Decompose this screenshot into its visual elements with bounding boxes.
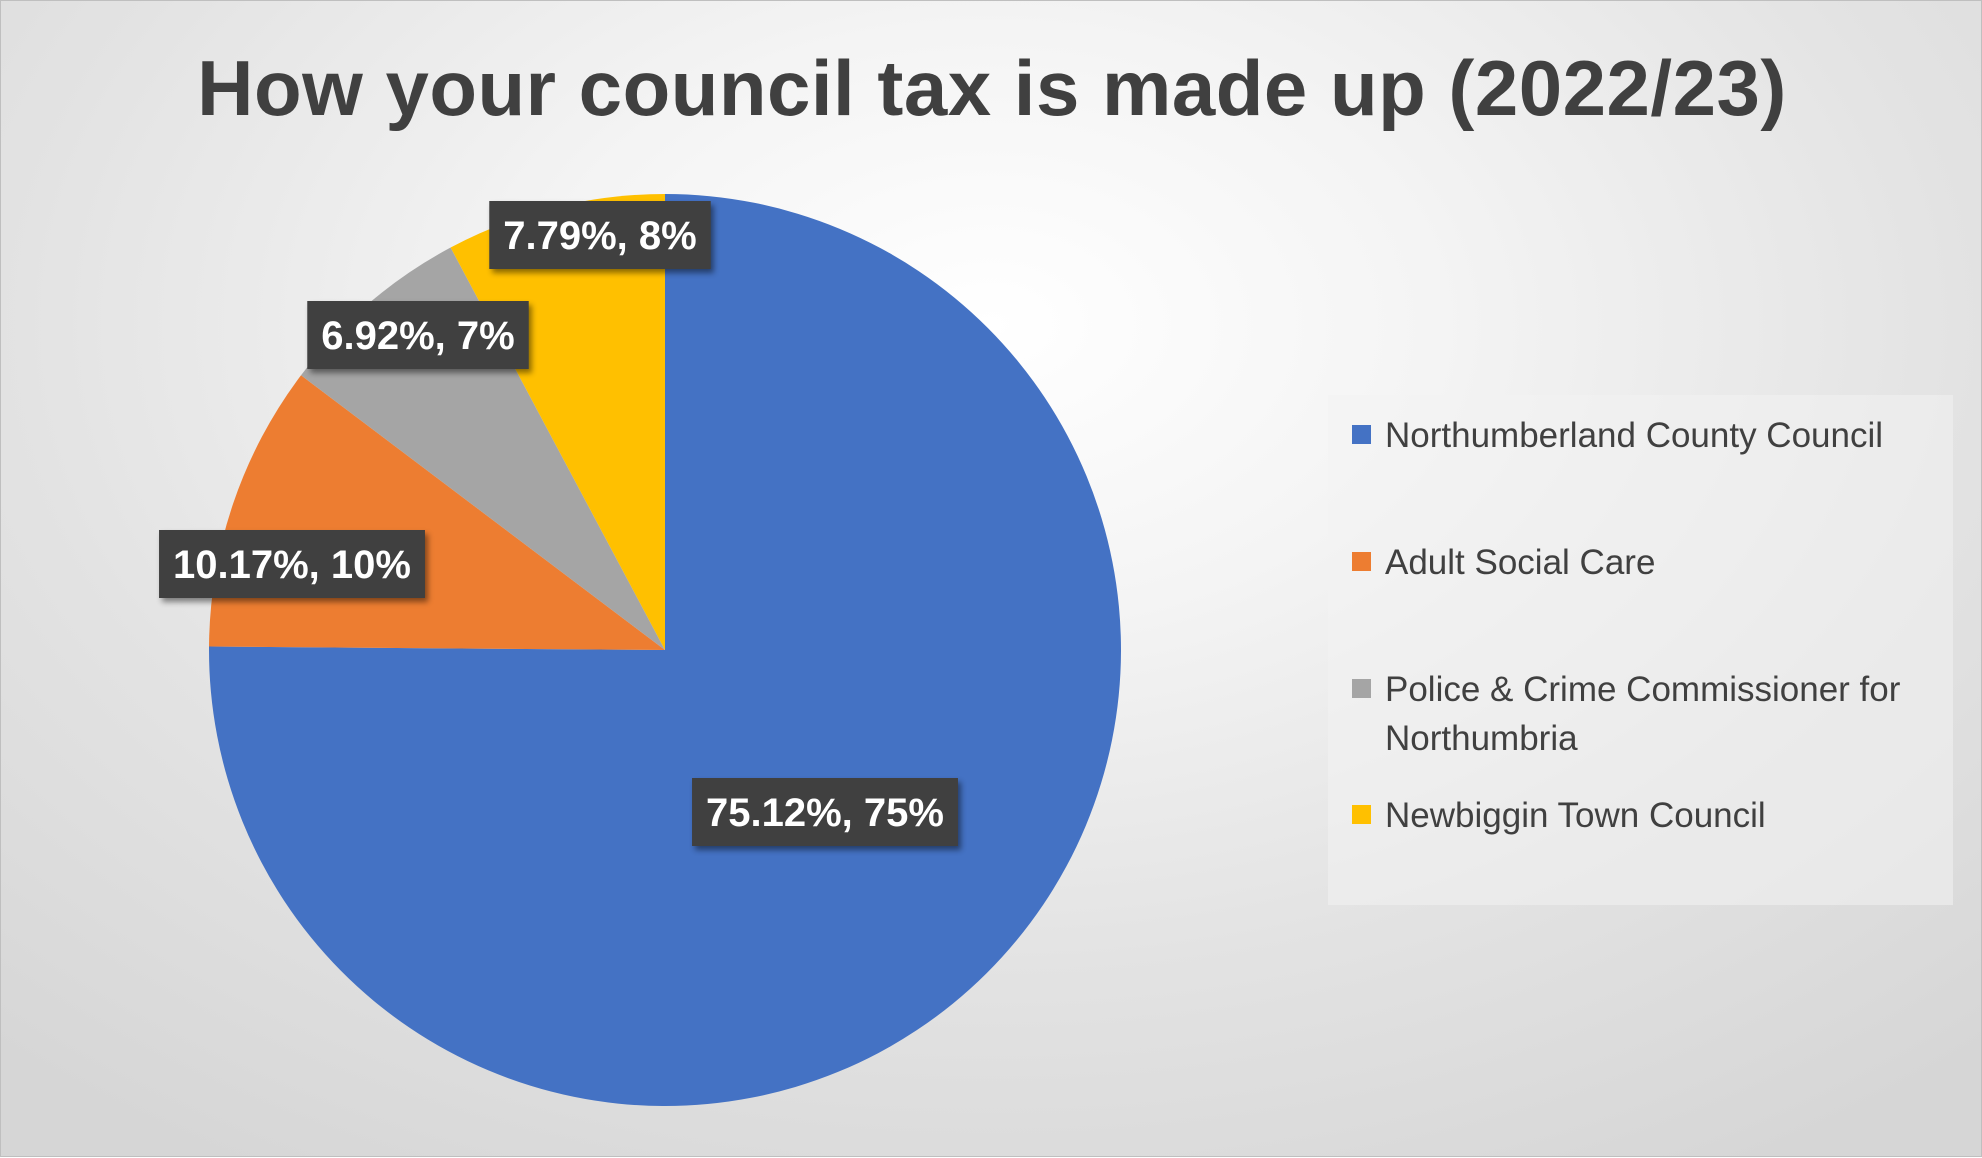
data-label-adult-social-care: 10.17%, 10% bbox=[159, 530, 425, 598]
legend-swatch-gray bbox=[1352, 679, 1371, 698]
legend-label: Adult Social Care bbox=[1385, 543, 1656, 582]
legend-item-police-crime-commissioner: Police & Crime Commissioner for Northumb… bbox=[1352, 665, 1945, 763]
data-label-background bbox=[489, 201, 711, 269]
legend-label: Newbiggin Town Council bbox=[1385, 796, 1766, 835]
data-label-text: 7.79%, 8% bbox=[503, 214, 696, 258]
legend-swatch-yellow bbox=[1352, 805, 1371, 824]
legend-swatch-blue bbox=[1352, 425, 1371, 444]
data-labels: 75.12%, 75% 10.17%, 10% 6.92%, 7% 7.79%, 8% bbox=[159, 201, 958, 846]
data-label-northumberland-county-council: 75.12%, 75% bbox=[692, 778, 958, 846]
data-label-background bbox=[307, 301, 529, 369]
data-label-text: 10.17%, 10% bbox=[173, 543, 411, 587]
data-label-newbiggin-town-council: 7.79%, 8% bbox=[489, 201, 711, 269]
legend-item-adult-social-care: Adult Social Care bbox=[1352, 538, 1945, 587]
legend-swatch-orange bbox=[1352, 552, 1371, 571]
data-label-text: 75.12%, 75% bbox=[706, 791, 944, 835]
legend: Northumberland County Council Adult Soci… bbox=[1328, 395, 1953, 905]
legend-label: Police & Crime Commissioner for Northumb… bbox=[1385, 670, 1901, 758]
chart-title: How your council tax is made up (2022/23… bbox=[197, 44, 1787, 132]
legend-item-newbiggin-town-council: Newbiggin Town Council bbox=[1352, 791, 1945, 840]
data-label-background bbox=[692, 778, 958, 846]
legend-label: Northumberland County Council bbox=[1385, 416, 1884, 455]
legend-item-northumberland-county-council: Northumberland County Council bbox=[1352, 411, 1945, 460]
data-label-background bbox=[159, 530, 425, 598]
data-label-police-and-crime-commissioner-for-northumbria: 6.92%, 7% bbox=[307, 301, 529, 369]
data-label-text: 6.92%, 7% bbox=[321, 314, 514, 358]
